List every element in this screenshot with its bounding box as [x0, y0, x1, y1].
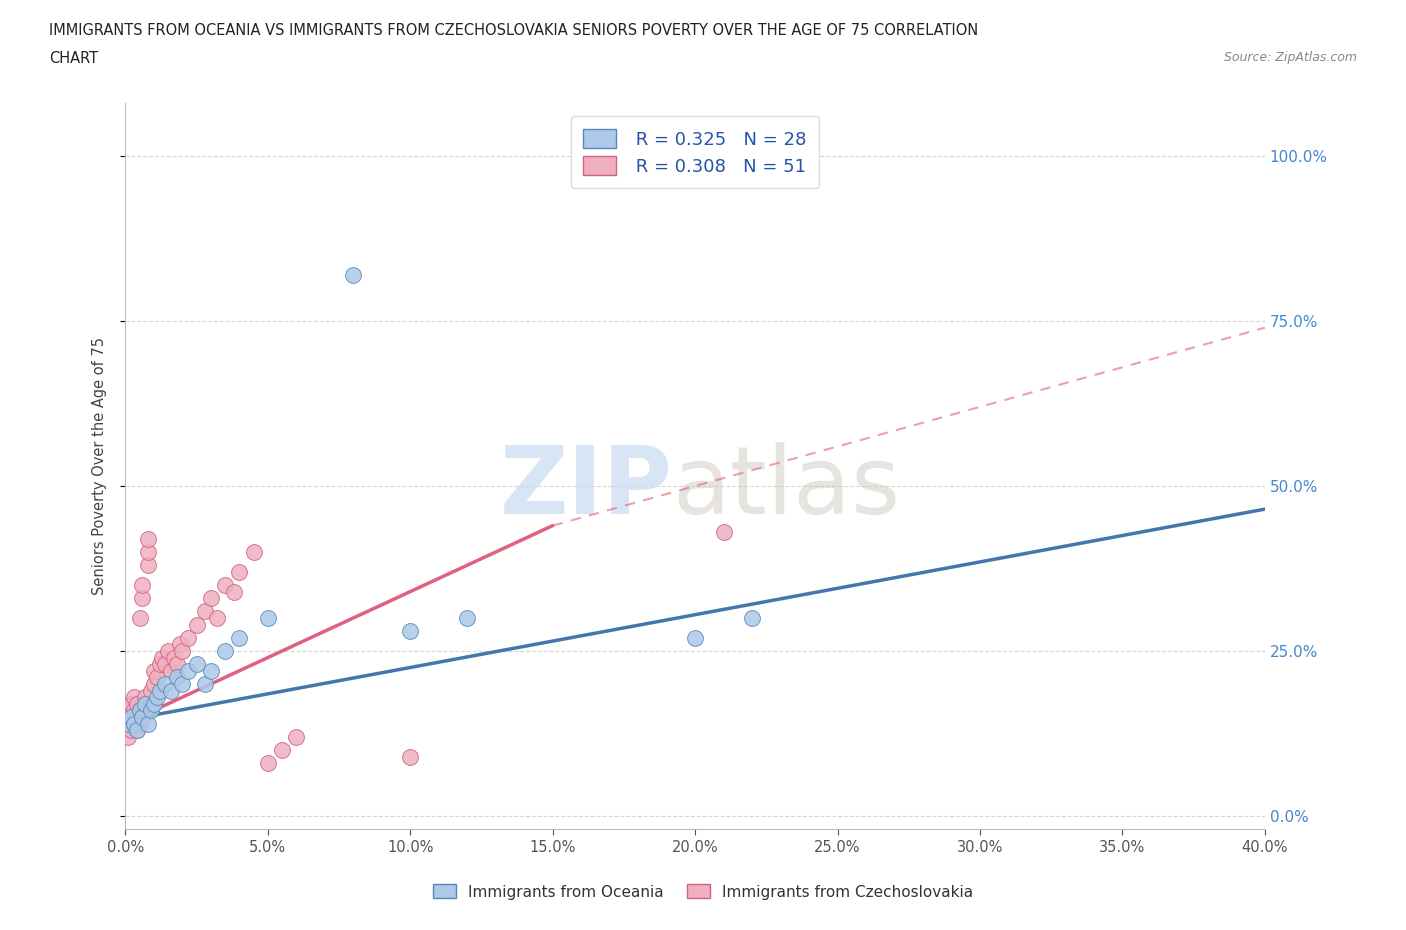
Point — [136, 716, 159, 731]
Point — [128, 703, 150, 718]
Point — [122, 690, 145, 705]
Point — [342, 268, 364, 283]
Point — [399, 624, 422, 639]
Point — [166, 657, 188, 671]
Point — [125, 723, 148, 737]
Point — [186, 657, 208, 671]
Point — [148, 684, 170, 698]
Point — [172, 676, 194, 691]
Point — [145, 670, 167, 684]
Point — [125, 697, 148, 711]
Point — [157, 644, 180, 658]
Point — [177, 663, 200, 678]
Point — [160, 663, 183, 678]
Point — [205, 611, 228, 626]
Point — [117, 729, 139, 744]
Point — [142, 663, 165, 678]
Point — [163, 650, 186, 665]
Point — [228, 565, 250, 579]
Point — [142, 697, 165, 711]
Point — [120, 723, 142, 737]
Point — [222, 584, 245, 599]
Y-axis label: Seniors Poverty Over the Age of 75: Seniors Poverty Over the Age of 75 — [93, 338, 107, 595]
Point — [713, 525, 735, 539]
Point — [145, 690, 167, 705]
Point — [122, 703, 145, 718]
Point — [117, 716, 139, 731]
Point — [160, 684, 183, 698]
Point — [122, 716, 145, 731]
Point — [122, 716, 145, 731]
Point — [456, 611, 478, 626]
Point — [125, 723, 148, 737]
Point — [134, 703, 156, 718]
Point — [139, 697, 162, 711]
Point — [120, 710, 142, 724]
Point — [256, 756, 278, 771]
Point — [131, 591, 153, 605]
Point — [136, 545, 159, 560]
Point — [139, 703, 162, 718]
Point — [131, 578, 153, 592]
Point — [125, 710, 148, 724]
Point — [139, 684, 162, 698]
Point — [271, 742, 294, 757]
Point — [136, 558, 159, 573]
Point — [741, 611, 763, 626]
Point — [177, 631, 200, 645]
Point — [131, 710, 153, 724]
Point — [155, 676, 177, 691]
Text: Source: ZipAtlas.com: Source: ZipAtlas.com — [1223, 51, 1357, 64]
Point — [186, 618, 208, 632]
Legend: Immigrants from Oceania, Immigrants from Czechoslovakia: Immigrants from Oceania, Immigrants from… — [427, 878, 979, 906]
Point — [134, 690, 156, 705]
Point — [200, 591, 222, 605]
Point — [214, 578, 236, 592]
Point — [169, 637, 191, 652]
Point — [128, 703, 150, 718]
Point — [200, 663, 222, 678]
Point — [117, 716, 139, 731]
Point — [120, 710, 142, 724]
Point — [166, 670, 188, 684]
Text: CHART: CHART — [49, 51, 98, 66]
Point — [152, 650, 174, 665]
Point — [155, 657, 177, 671]
Point — [120, 697, 142, 711]
Legend:  R = 0.325   N = 28,  R = 0.308   N = 51: R = 0.325 N = 28, R = 0.308 N = 51 — [571, 116, 820, 188]
Point — [131, 710, 153, 724]
Point — [128, 716, 150, 731]
Text: atlas: atlas — [672, 442, 901, 534]
Point — [683, 631, 706, 645]
Point — [214, 644, 236, 658]
Point — [242, 545, 264, 560]
Point — [194, 676, 217, 691]
Point — [136, 531, 159, 546]
Point — [194, 604, 217, 618]
Point — [134, 697, 156, 711]
Point — [285, 729, 308, 744]
Point — [142, 676, 165, 691]
Point — [148, 657, 170, 671]
Point — [117, 703, 139, 718]
Point — [128, 611, 150, 626]
Point — [228, 631, 250, 645]
Point — [256, 611, 278, 626]
Text: ZIP: ZIP — [499, 442, 672, 534]
Point — [172, 644, 194, 658]
Text: IMMIGRANTS FROM OCEANIA VS IMMIGRANTS FROM CZECHOSLOVAKIA SENIORS POVERTY OVER T: IMMIGRANTS FROM OCEANIA VS IMMIGRANTS FR… — [49, 23, 979, 38]
Point — [399, 750, 422, 764]
